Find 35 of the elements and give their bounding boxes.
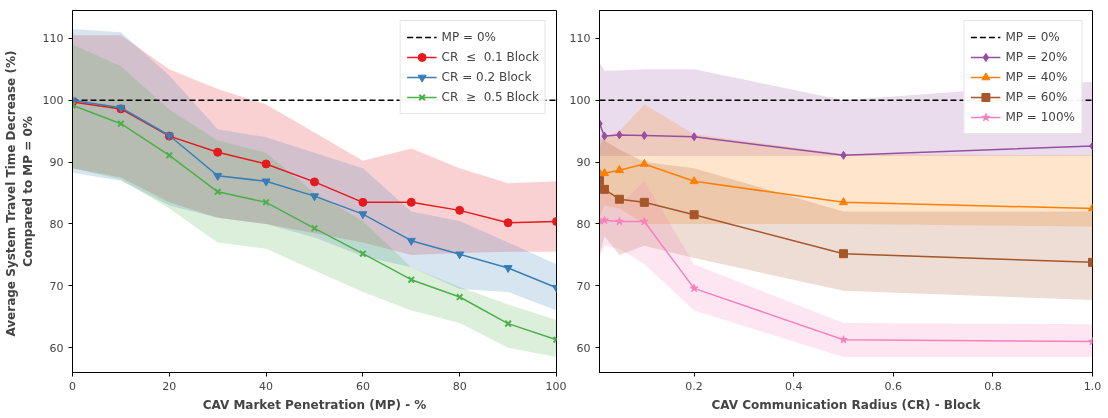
legend-label: CR = 0.2 Block <box>441 70 532 84</box>
y-tick-label: 110 <box>42 32 64 46</box>
legend-label: MP = 0% <box>1005 30 1060 44</box>
legend-label: MP = 100% <box>1005 110 1075 124</box>
legend-label: CR ≤ 0.1 Block <box>441 50 539 64</box>
x-tick-label: 0.2 <box>685 379 703 393</box>
legend-label: MP = 60% <box>1005 90 1068 104</box>
x-tick-label: 0 <box>69 379 76 393</box>
x-axis-title: CAV Market Penetration (MP) - % <box>202 397 427 412</box>
y-tick-label: 70 <box>49 279 64 293</box>
y-tick-label: 100 <box>42 94 64 108</box>
y-tick-label: 80 <box>576 217 591 231</box>
y-tick-label: 60 <box>576 341 591 355</box>
x-tick-label: 0.6 <box>884 379 903 393</box>
x-tick-label: 0.4 <box>784 379 803 393</box>
legend-label: MP = 40% <box>1005 70 1068 84</box>
x-tick-label: 0.8 <box>984 379 1002 393</box>
y-tick-label: 60 <box>49 341 64 355</box>
legend-label: MP = 0% <box>441 30 496 44</box>
x-tick-label: 80 <box>452 379 467 393</box>
x-tick-label: 1.0 <box>1083 379 1102 393</box>
x-tick-label: 20 <box>162 379 177 393</box>
x-tick-label: 100 <box>545 379 567 393</box>
x-axis-title: CAV Communication Radius (CR) - Block <box>711 397 982 412</box>
y-tick-label: 70 <box>576 279 591 293</box>
legend-label: MP = 20% <box>1005 50 1068 64</box>
y-axis-title: Average System Travel Time Decrease (%) Compared to MP = 0% <box>3 50 35 337</box>
legend-label: CR ≥ 0.5 Block <box>441 90 539 104</box>
y-tick-label: 100 <box>569 94 591 108</box>
y-tick-label: 90 <box>49 156 64 170</box>
y-tick-label: 110 <box>569 32 591 46</box>
y-tick-label: 90 <box>576 156 591 170</box>
x-tick-label: 60 <box>355 379 370 393</box>
x-tick-label: 40 <box>259 379 274 393</box>
y-tick-label: 80 <box>49 217 64 231</box>
